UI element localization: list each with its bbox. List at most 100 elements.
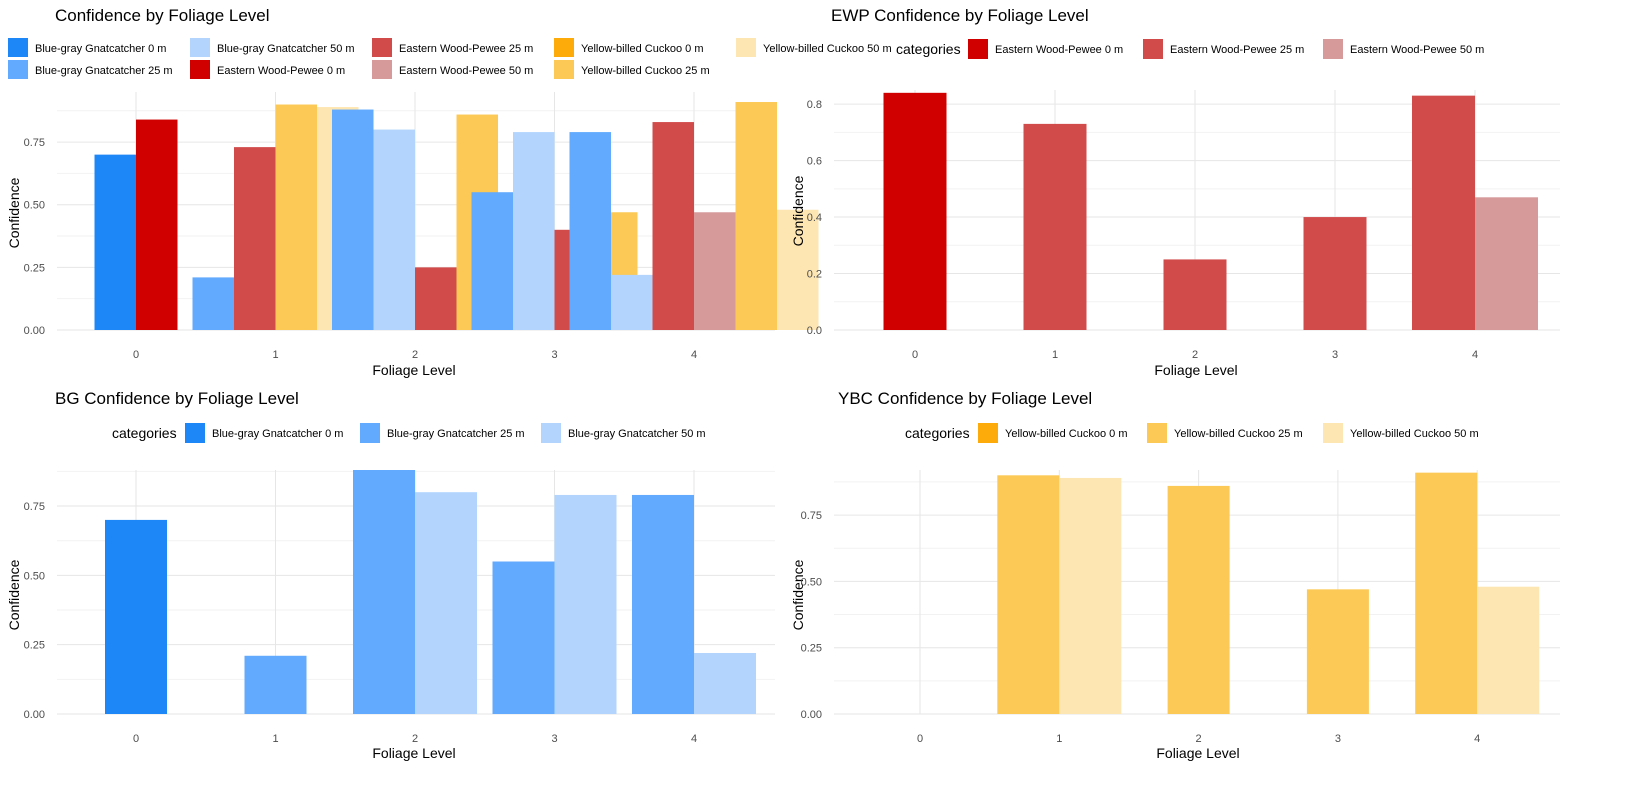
bar xyxy=(1059,477,1122,714)
y-tick-label: 0.2 xyxy=(807,269,822,281)
bar xyxy=(1475,197,1538,330)
x-tick-label: 4 xyxy=(691,349,697,361)
bar xyxy=(883,92,947,330)
legend-swatch xyxy=(1323,39,1343,59)
legend-label: Blue-gray Gnatcatcher 25 m xyxy=(35,65,173,77)
legend-label: Yellow-billed Cuckoo 50 m xyxy=(1350,428,1479,440)
legend-swatch xyxy=(541,423,561,443)
y-tick-label: 0.00 xyxy=(801,709,822,721)
legend-swatch xyxy=(360,423,380,443)
bar xyxy=(1303,217,1367,330)
legend-label: Eastern Wood-Pewee 0 m xyxy=(995,44,1123,56)
bar xyxy=(234,147,276,330)
legend-title: categories xyxy=(112,425,177,441)
bar xyxy=(332,109,374,331)
bar xyxy=(1167,485,1230,714)
y-axis-title: Confidence xyxy=(6,177,22,248)
legend-swatch xyxy=(372,38,392,57)
bar xyxy=(1477,586,1540,714)
x-axis-title: Foliage Level xyxy=(372,362,455,378)
legend-swatch xyxy=(554,60,574,79)
y-tick-label: 0.75 xyxy=(801,510,822,522)
x-tick-label: 1 xyxy=(1056,733,1062,745)
x-tick-label: 1 xyxy=(1052,349,1058,361)
panel-title: YBC Confidence by Foliage Level xyxy=(838,389,1092,408)
bar xyxy=(1415,472,1478,714)
legend-swatch xyxy=(1143,39,1163,59)
legend-swatch xyxy=(372,60,392,79)
bar xyxy=(373,129,415,330)
x-tick-label: 3 xyxy=(1335,733,1341,745)
x-axis-title: Foliage Level xyxy=(1154,362,1237,378)
y-tick-label: 0.50 xyxy=(801,576,822,588)
panel-title: BG Confidence by Foliage Level xyxy=(55,389,299,408)
bar xyxy=(353,470,415,714)
y-tick-label: 0.75 xyxy=(24,501,45,513)
bar xyxy=(1023,123,1087,330)
x-tick-label: 3 xyxy=(1332,349,1338,361)
legend-swatch xyxy=(8,60,28,79)
panel-ewp: EWP Confidence by Foliage Level Foliage … xyxy=(790,6,1560,378)
bar xyxy=(554,494,617,714)
x-tick-label: 3 xyxy=(551,349,557,361)
legend-label: Eastern Wood-Pewee 50 m xyxy=(1350,44,1484,56)
y-tick-label: 0.0 xyxy=(807,325,822,337)
y-tick-label: 0.4 xyxy=(807,212,822,224)
bar xyxy=(275,104,317,331)
bar xyxy=(652,122,694,330)
panel-ybc: YBC Confidence by Foliage Level Foliage … xyxy=(790,389,1560,761)
bar xyxy=(735,102,777,330)
legend-label: Eastern Wood-Pewee 0 m xyxy=(217,65,345,77)
y-tick-label: 0.00 xyxy=(24,709,45,721)
panel-bg: BG Confidence by Foliage Level Foliage L… xyxy=(6,389,775,761)
legend-title: categories xyxy=(896,41,961,57)
x-tick-label: 2 xyxy=(412,349,418,361)
bar xyxy=(632,494,694,714)
legend-label: Yellow-billed Cuckoo 0 m xyxy=(1005,428,1128,440)
bar xyxy=(1306,589,1369,714)
y-tick-label: 0.6 xyxy=(807,156,822,168)
y-tick-label: 0.8 xyxy=(807,99,822,111)
y-tick-label: 0.50 xyxy=(24,200,45,212)
bar xyxy=(513,132,555,330)
legend-label: Eastern Wood-Pewee 25 m xyxy=(1170,44,1304,56)
legend-label: Blue-gray Gnatcatcher 25 m xyxy=(387,428,525,440)
legend-label: Eastern Wood-Pewee 50 m xyxy=(399,65,533,77)
legend-swatch xyxy=(1147,423,1167,443)
panel-title: EWP Confidence by Foliage Level xyxy=(831,6,1089,25)
x-tick-label: 4 xyxy=(1472,349,1478,361)
bar xyxy=(1163,259,1227,330)
x-tick-label: 4 xyxy=(1474,733,1480,745)
bar xyxy=(694,212,736,330)
bar xyxy=(192,277,234,330)
y-axis-title: Confidence xyxy=(790,175,806,246)
panel-title: Confidence by Foliage Level xyxy=(55,6,270,25)
legend-label: Yellow-billed Cuckoo 50 m xyxy=(763,43,892,55)
bar xyxy=(777,209,819,330)
bar xyxy=(415,267,457,330)
bar xyxy=(471,192,513,330)
x-tick-label: 1 xyxy=(272,349,278,361)
bar xyxy=(1412,95,1475,330)
legend-swatch xyxy=(968,39,988,59)
y-axis-title: Confidence xyxy=(790,559,806,630)
y-tick-label: 0.25 xyxy=(24,640,45,652)
x-tick-label: 2 xyxy=(1192,349,1198,361)
panel-all-species: Confidence by Foliage Level Foliage Leve… xyxy=(6,6,892,378)
bar xyxy=(415,492,477,714)
legend-label: Yellow-billed Cuckoo 0 m xyxy=(581,43,704,55)
x-tick-label: 2 xyxy=(412,733,418,745)
y-tick-label: 0.25 xyxy=(24,262,45,274)
y-tick-label: 0.00 xyxy=(24,325,45,337)
bar xyxy=(694,653,756,714)
legend-swatch xyxy=(1323,423,1343,443)
x-tick-label: 2 xyxy=(1196,733,1202,745)
legend-swatch xyxy=(978,423,998,443)
x-tick-label: 0 xyxy=(917,733,923,745)
y-axis-title: Confidence xyxy=(6,559,22,630)
x-tick-label: 0 xyxy=(133,349,139,361)
legend-swatch xyxy=(8,38,28,57)
bar xyxy=(492,561,555,714)
